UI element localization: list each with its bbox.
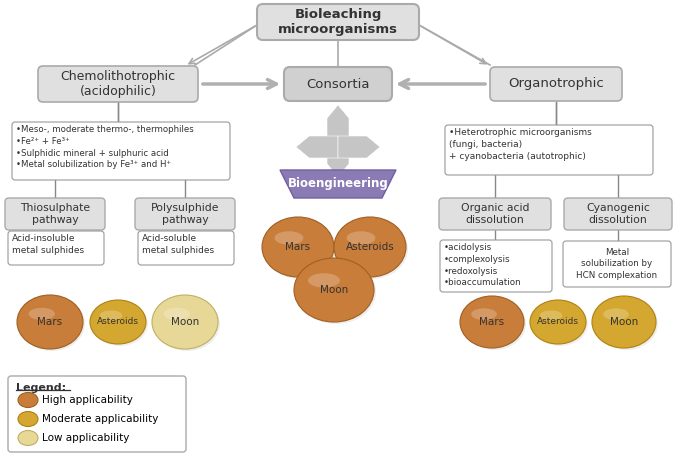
FancyBboxPatch shape: [135, 198, 235, 230]
Text: •acidolysis
•complexolysis
•redoxolysis
•bioaccumulation: •acidolysis •complexolysis •redoxolysis …: [444, 243, 522, 287]
Text: Acid-soluble
metal sulphides: Acid-soluble metal sulphides: [142, 234, 214, 255]
Ellipse shape: [19, 297, 85, 351]
Text: Asteroids: Asteroids: [537, 317, 579, 327]
Text: Organotrophic: Organotrophic: [508, 78, 604, 91]
Ellipse shape: [154, 297, 220, 351]
FancyBboxPatch shape: [257, 4, 419, 40]
Ellipse shape: [264, 219, 336, 279]
FancyBboxPatch shape: [284, 67, 392, 101]
Ellipse shape: [308, 273, 340, 288]
Ellipse shape: [92, 302, 148, 346]
Text: Legend:: Legend:: [16, 383, 66, 393]
FancyBboxPatch shape: [8, 376, 186, 452]
Text: •Heterotrophic microorganisms
(fungi, bacteria)
+ cyanobacteria (autotrophic): •Heterotrophic microorganisms (fungi, ba…: [449, 128, 592, 161]
Ellipse shape: [530, 300, 586, 344]
Polygon shape: [338, 136, 380, 158]
Text: High applicability: High applicability: [42, 395, 133, 405]
Text: Moon: Moon: [171, 317, 199, 327]
Ellipse shape: [90, 300, 146, 344]
Text: Asteroids: Asteroids: [97, 317, 139, 327]
Polygon shape: [296, 136, 338, 158]
Ellipse shape: [460, 296, 524, 348]
Text: Mars: Mars: [479, 317, 504, 327]
Text: Polysulphide
pathway: Polysulphide pathway: [151, 203, 219, 225]
FancyBboxPatch shape: [445, 125, 653, 175]
Ellipse shape: [592, 296, 656, 348]
FancyBboxPatch shape: [563, 241, 671, 287]
Text: Moon: Moon: [610, 317, 638, 327]
Polygon shape: [327, 105, 349, 147]
Ellipse shape: [28, 308, 55, 320]
FancyBboxPatch shape: [564, 198, 672, 230]
Ellipse shape: [594, 298, 658, 350]
Text: Organic acid
dissolution: Organic acid dissolution: [461, 203, 529, 225]
Ellipse shape: [262, 217, 334, 277]
Text: Asteroids: Asteroids: [345, 242, 394, 252]
Ellipse shape: [540, 310, 562, 320]
FancyBboxPatch shape: [138, 231, 234, 265]
Text: Bioleaching
microorganisms: Bioleaching microorganisms: [278, 8, 398, 36]
Text: Consortia: Consortia: [306, 78, 370, 91]
Ellipse shape: [100, 310, 122, 320]
Ellipse shape: [296, 260, 376, 324]
Ellipse shape: [532, 302, 588, 346]
FancyBboxPatch shape: [439, 198, 551, 230]
FancyBboxPatch shape: [440, 240, 552, 292]
Text: Moderate applicability: Moderate applicability: [42, 414, 158, 424]
Text: Mars: Mars: [285, 242, 310, 252]
Ellipse shape: [18, 393, 38, 407]
Ellipse shape: [18, 412, 38, 426]
FancyBboxPatch shape: [38, 66, 198, 102]
Ellipse shape: [336, 219, 408, 279]
Text: Thiosulphate
pathway: Thiosulphate pathway: [20, 203, 90, 225]
FancyBboxPatch shape: [12, 122, 230, 180]
Text: Chemolithotrophic
(acidophilic): Chemolithotrophic (acidophilic): [60, 70, 176, 98]
Polygon shape: [327, 147, 349, 177]
Ellipse shape: [347, 231, 375, 245]
Ellipse shape: [164, 308, 190, 320]
FancyBboxPatch shape: [5, 198, 105, 230]
Text: Acid-insoluble
metal sulphides: Acid-insoluble metal sulphides: [12, 234, 84, 255]
FancyBboxPatch shape: [8, 231, 104, 265]
Text: Cyanogenic
dissolution: Cyanogenic dissolution: [586, 203, 650, 225]
Ellipse shape: [462, 298, 526, 350]
Ellipse shape: [18, 431, 38, 445]
Ellipse shape: [294, 258, 374, 322]
Ellipse shape: [17, 295, 83, 349]
FancyBboxPatch shape: [490, 67, 622, 101]
Text: Bioengineering: Bioengineering: [287, 177, 389, 190]
Ellipse shape: [274, 231, 304, 245]
Polygon shape: [280, 170, 396, 198]
Text: •Meso-, moderate thermo-, thermophiles
•Fe²⁺ + Fe³⁺
•Sulphidic mineral + sulphur: •Meso-, moderate thermo-, thermophiles •…: [16, 125, 194, 170]
Text: Moon: Moon: [320, 285, 348, 295]
Ellipse shape: [152, 295, 218, 349]
Text: Low applicability: Low applicability: [42, 433, 129, 443]
Ellipse shape: [603, 308, 629, 320]
Ellipse shape: [471, 308, 497, 320]
Text: Mars: Mars: [37, 317, 63, 327]
Text: Metal
solubilization by
HCN complexation: Metal solubilization by HCN complexation: [577, 248, 658, 280]
Ellipse shape: [334, 217, 406, 277]
